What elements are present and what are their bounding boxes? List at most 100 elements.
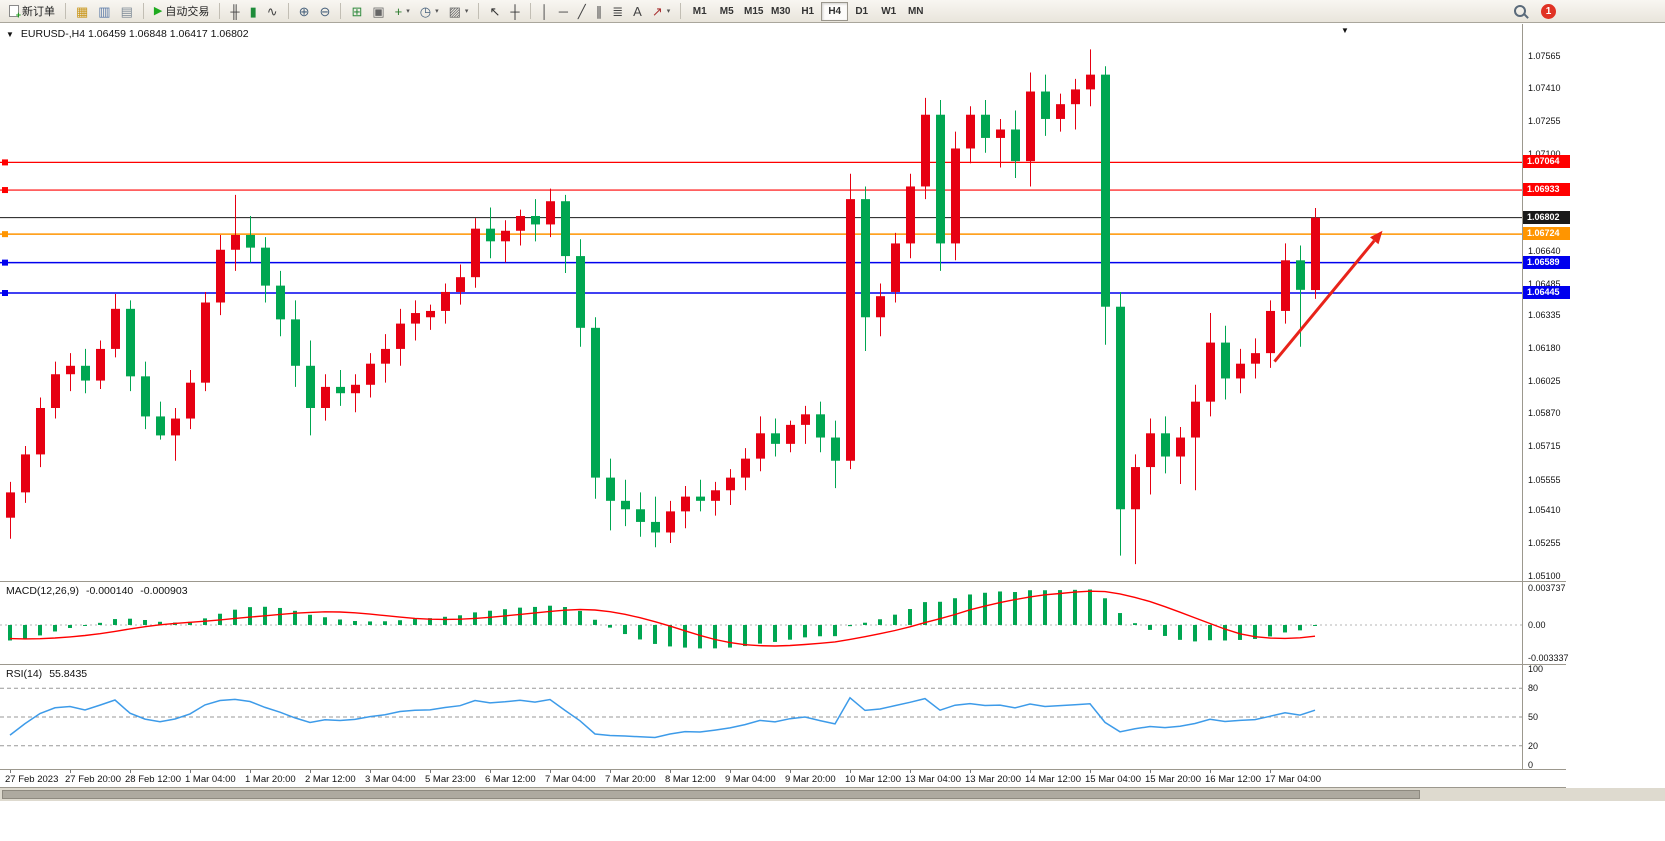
autotrading-button[interactable]: ▶ 自动交易	[149, 1, 214, 21]
time-axis-label: 15 Mar 04:00	[1085, 774, 1141, 785]
time-axis-label: 27 Feb 20:00	[65, 774, 121, 785]
search-button[interactable]	[1509, 1, 1531, 21]
dropdown-caret-icon: ▾	[666, 8, 671, 15]
time-axis-label: 1 Mar 04:00	[185, 774, 236, 785]
new-chart-button[interactable]: + ▾	[390, 1, 415, 21]
price-axis-label: 1.06025	[1528, 375, 1561, 386]
time-axis-tick	[1270, 770, 1271, 773]
price-axis[interactable]: 1.075651.074101.072551.071001.069451.066…	[1523, 24, 1665, 787]
time-axis-tick	[130, 770, 131, 773]
timeframe-button-mn[interactable]: MN	[902, 2, 929, 21]
panel-separator[interactable]	[0, 664, 1566, 665]
notification-badge[interactable]: 1	[1541, 3, 1556, 19]
rsi-panel-canvas[interactable]	[0, 665, 1522, 769]
zoom-in-icon: ⊕	[298, 3, 310, 19]
zoom-in-button[interactable]: ⊕	[294, 1, 315, 21]
timeframe-button-m5[interactable]: M5	[713, 2, 740, 21]
toolbar-separator	[680, 3, 682, 19]
panel-separator[interactable]	[0, 581, 1566, 582]
timeframe-button-h1[interactable]: H1	[794, 2, 821, 21]
chart-collapse-icon[interactable]: ▼	[6, 29, 14, 39]
zoom-out-button[interactable]: ⊖	[315, 1, 336, 21]
time-axis-tick	[970, 770, 971, 773]
level-price-box: 1.06445	[1523, 286, 1570, 299]
macd-main-value: -0.000140	[85, 585, 134, 597]
tile-windows-button[interactable]: ⊞	[346, 1, 367, 21]
fibonacci-button[interactable]: ≣	[607, 1, 628, 21]
rsi-line	[9, 696, 1316, 739]
time-axis-tick	[430, 770, 431, 773]
periods-button[interactable]: ◷ ▾	[415, 1, 444, 21]
price-axis-separator	[1522, 24, 1523, 787]
tile-windows-icon: ⊞	[351, 3, 363, 19]
cascade-windows-icon: ▣	[372, 3, 385, 19]
time-axis-tick	[670, 770, 671, 773]
crosshair-button[interactable]: ┼	[505, 1, 524, 21]
new-order-button[interactable]: 新订单	[4, 1, 60, 21]
new-chart-icon: +	[394, 3, 403, 19]
bar-chart-icon: ╫	[230, 3, 240, 19]
panel-separator	[0, 787, 1566, 788]
time-axis-label: 14 Mar 12:00	[1025, 774, 1081, 785]
time-axis-tick	[850, 770, 851, 773]
timeframe-button-m30[interactable]: M30	[767, 2, 794, 21]
dropdown-caret-icon: ▾	[464, 8, 469, 15]
time-axis-label: 13 Mar 04:00	[905, 774, 961, 785]
channel-button[interactable]: ∥	[591, 1, 608, 21]
macd-axis-label: 0.00	[1528, 619, 1546, 630]
level-lines-layer	[0, 159, 1522, 297]
horizontal-line-button[interactable]: ─	[554, 1, 573, 21]
trendline-button[interactable]: ╱	[573, 1, 591, 21]
template-button[interactable]: ▨ ▾	[444, 1, 474, 21]
price-axis-label: 1.05255	[1528, 538, 1561, 549]
rsi-axis-label: 80	[1528, 683, 1539, 694]
main-toolbar: 新订单 ▦▥▤ ▶ 自动交易 ╫▮∿ ⊕⊖ ⊞▣+▾◷▾▨▾ ↖┼ │─╱∥≣A…	[0, 0, 1665, 23]
time-axis[interactable]: 27 Feb 2023 27 Feb 20:00 28 Feb 12:00 1 Mar…	[0, 770, 1566, 787]
text-label-button[interactable]: A	[628, 1, 647, 21]
time-axis-label: 3 Mar 04:00	[365, 774, 416, 785]
cursor-icon: ↖	[489, 3, 501, 19]
price-axis-label: 1.06180	[1528, 342, 1561, 353]
toolbar-group-panels: ▦ ▥ ▤	[71, 1, 138, 21]
candlestick-chart-button[interactable]: ▮	[245, 1, 262, 21]
vertical-line-icon: │	[540, 3, 549, 19]
timeframe-button-m1[interactable]: M1	[686, 2, 713, 21]
bar-chart-button[interactable]: ╫	[225, 1, 244, 21]
line-chart-icon: ∿	[266, 3, 278, 19]
market-watch-button[interactable]: ▦	[71, 1, 93, 21]
scrollbar-thumb[interactable]	[2, 790, 1420, 799]
time-axis-tick	[1150, 770, 1151, 773]
vertical-line-button[interactable]: │	[536, 1, 554, 21]
current-price-box: 1.06802	[1523, 210, 1570, 224]
candlestick-chart-icon: ▮	[249, 3, 257, 19]
panel-separator[interactable]	[0, 769, 1566, 770]
price-axis-label: 1.05555	[1528, 474, 1561, 485]
cursor-button[interactable]: ↖	[484, 1, 505, 21]
text-label-icon: A	[633, 3, 642, 19]
time-axis-label: 9 Mar 04:00	[725, 774, 776, 785]
price-axis-label: 1.07255	[1528, 116, 1561, 127]
timeframe-button-m15[interactable]: M15	[740, 2, 767, 21]
price-axis-label: 1.05870	[1528, 408, 1561, 419]
timeframe-button-w1[interactable]: W1	[875, 2, 902, 21]
line-chart-button[interactable]: ∿	[262, 1, 283, 21]
timeframe-button-h4[interactable]: H4	[821, 2, 849, 21]
macd-axis-label: 0.003737	[1528, 583, 1566, 593]
toolbar-group-chart-types: ╫ ▮ ∿	[225, 1, 282, 21]
timeframe-button-d1[interactable]: D1	[848, 2, 875, 21]
macd-panel-canvas[interactable]	[0, 582, 1522, 664]
time-axis-label: 7 Mar 20:00	[605, 774, 656, 785]
rsi-axis-label: 20	[1528, 740, 1539, 751]
macd-name: MACD(12,26,9)	[6, 585, 79, 597]
price-chart-canvas[interactable]	[0, 24, 1522, 581]
arrow-objects-button[interactable]: ↗ ▾	[647, 1, 675, 21]
navigator-button[interactable]: ▤	[116, 1, 138, 21]
toolbar-separator	[529, 3, 531, 19]
chart-shift-marker[interactable]: ▼	[1341, 26, 1349, 35]
candles-layer	[6, 49, 1320, 565]
new-order-label: 新订单	[22, 6, 55, 18]
price-axis-label: 1.05100	[1528, 570, 1561, 581]
cascade-windows-button[interactable]: ▣	[367, 1, 389, 21]
data-window-button[interactable]: ▥	[93, 1, 115, 21]
horizontal-scrollbar[interactable]	[0, 788, 1665, 801]
